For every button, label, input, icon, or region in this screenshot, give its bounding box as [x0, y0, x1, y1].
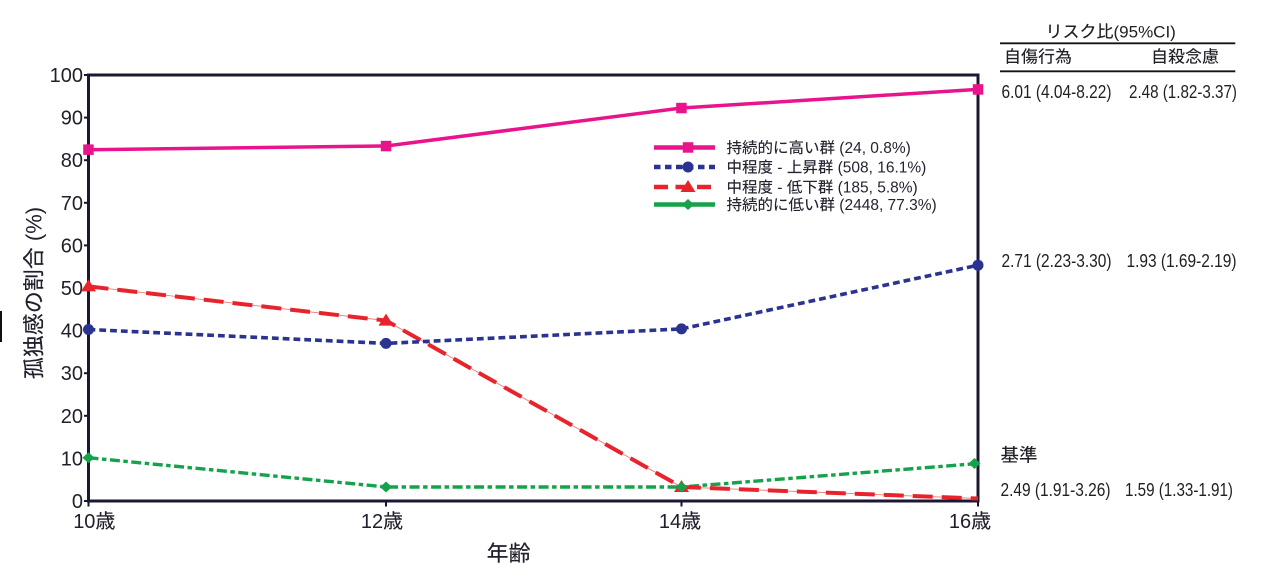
- svg-text:12: 12: [361, 511, 383, 533]
- svg-text:2.49 (1.91-3.26): 2.49 (1.91-3.26): [1001, 480, 1111, 500]
- svg-text:-: -: [777, 180, 782, 197]
- svg-text:14: 14: [659, 511, 681, 533]
- svg-text:100: 100: [50, 65, 83, 87]
- svg-text:40: 40: [61, 321, 83, 343]
- svg-text:2.71 (2.23-3.30): 2.71 (2.23-3.30): [1002, 251, 1112, 271]
- svg-text:(2448, 77.3%): (2448, 77.3%): [839, 197, 936, 214]
- svg-text:2.48 (1.82-3.37): 2.48 (1.82-3.37): [1129, 82, 1237, 102]
- svg-text:70: 70: [61, 193, 83, 215]
- svg-text:(%): (%): [22, 207, 47, 241]
- svg-text:(95%CI): (95%CI): [1114, 23, 1176, 42]
- svg-text:10: 10: [61, 448, 83, 470]
- svg-text:80: 80: [61, 150, 83, 172]
- svg-text:(508, 16.1%): (508, 16.1%): [838, 160, 927, 177]
- svg-text:0: 0: [72, 491, 83, 513]
- svg-text:60: 60: [61, 235, 83, 257]
- svg-text:1.93 (1.69-2.19): 1.93 (1.69-2.19): [1127, 251, 1237, 271]
- svg-text:6.01 (4.04-8.22): 6.01 (4.04-8.22): [1002, 82, 1112, 102]
- svg-text:-: -: [777, 160, 782, 177]
- svg-text:20: 20: [61, 406, 83, 428]
- svg-text:50: 50: [61, 278, 83, 300]
- svg-text:(24, 0.8%): (24, 0.8%): [839, 140, 911, 157]
- svg-text:(185, 5.8%): (185, 5.8%): [838, 180, 918, 197]
- svg-text:16: 16: [949, 511, 971, 533]
- svg-text:90: 90: [61, 108, 83, 130]
- svg-text:10: 10: [73, 511, 95, 533]
- svg-text:1.59 (1.33-1.91): 1.59 (1.33-1.91): [1125, 480, 1233, 500]
- svg-text:30: 30: [61, 363, 83, 385]
